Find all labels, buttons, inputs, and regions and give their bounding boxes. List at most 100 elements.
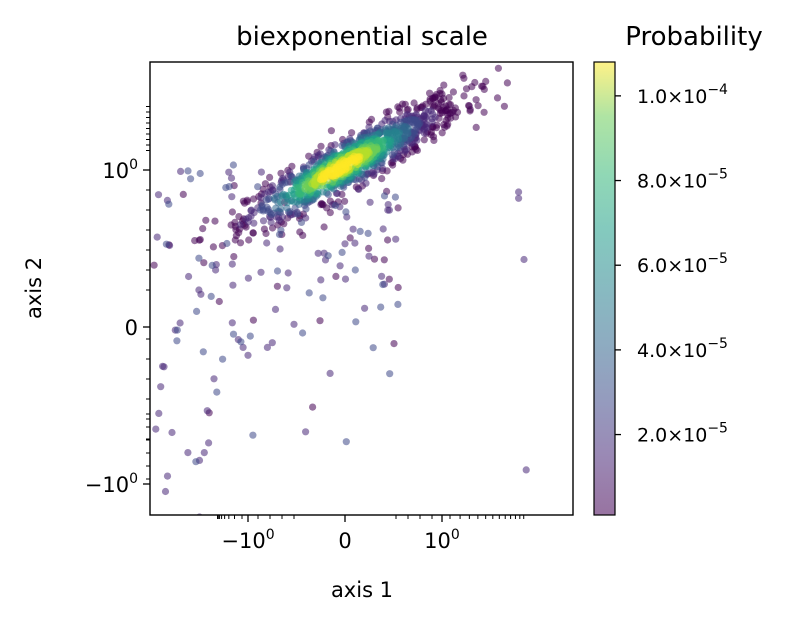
scatter-point: [630, 143, 637, 150]
scatter-point: [682, 124, 689, 131]
scatter-point: [356, 227, 364, 235]
scatter-point: [643, 121, 650, 128]
scatter-point: [162, 240, 170, 248]
scatter-point: [671, 73, 678, 80]
scatter-point: [645, 113, 652, 120]
scatter-point: [664, 114, 671, 121]
scatter-point: [305, 289, 313, 297]
scatter-point: [297, 218, 306, 226]
scatter-point: [645, 146, 652, 153]
scatter-point: [642, 113, 649, 120]
scatter-point: [655, 112, 662, 119]
scatter-point: [236, 221, 244, 229]
scatter-point: [652, 114, 659, 121]
scatter-point: [624, 79, 631, 86]
scatter-point: [520, 255, 528, 264]
scatter-point: [645, 71, 652, 78]
scatter-point: [670, 121, 677, 128]
scatter-point: [656, 59, 663, 66]
scatter-point: [342, 208, 350, 216]
scatter-point: [638, 111, 645, 118]
scatter-point: [651, 112, 658, 119]
scatter-point: [675, 119, 682, 126]
scatter-point: [215, 297, 223, 306]
scatter-point: [494, 64, 502, 72]
scatter-point: [629, 94, 636, 101]
scatter-point: [648, 67, 655, 74]
scatter-point: [636, 125, 643, 132]
scatter-point: [636, 144, 643, 151]
scatter-point: [265, 206, 273, 214]
scatter-point: [641, 130, 648, 137]
scatter-point: [656, 139, 663, 146]
scatter-point: [667, 113, 674, 120]
scatter-point: [661, 77, 668, 84]
scatter-point: [629, 111, 636, 118]
scatter-point: [655, 120, 662, 127]
colorbar-label: Probability: [625, 22, 762, 52]
scatter-point: [364, 229, 372, 237]
scatter-point: [666, 136, 673, 143]
scatter-point: [309, 403, 317, 411]
scatter-point: [657, 74, 664, 81]
scatter-point: [669, 144, 676, 151]
scatter-point: [645, 133, 652, 140]
scatter-point: [351, 239, 359, 247]
scatter-point: [515, 194, 523, 202]
scatter-point: [379, 225, 387, 233]
scatter-point: [662, 122, 669, 129]
scatter-point: [243, 198, 251, 206]
scatter-point: [644, 121, 651, 128]
scatter-point: [639, 124, 646, 131]
scatter-point: [260, 225, 268, 233]
scatter-point: [472, 96, 480, 104]
scatter-point: [655, 148, 662, 155]
scatter-point: [257, 194, 265, 202]
scatter-point: [192, 458, 200, 466]
scatter-point: [200, 449, 208, 457]
scatter-point: [331, 201, 339, 210]
scatter-point: [628, 97, 635, 104]
scatter-point: [227, 174, 236, 182]
scatter-point: [638, 117, 645, 124]
scatter-point: [669, 111, 676, 118]
scatter-point: [649, 75, 656, 82]
scatter-point: [644, 124, 651, 131]
scatter-point: [639, 115, 646, 122]
scatter-point: [654, 68, 661, 75]
scatter-point: [635, 58, 642, 65]
scatter-point: [645, 119, 652, 126]
scatter-point: [426, 89, 434, 97]
scatter-point: [655, 112, 662, 119]
scatter-point: [346, 234, 354, 242]
scatter-point: [460, 74, 468, 82]
scatter-point: [378, 272, 386, 280]
scatter-point: [626, 66, 633, 73]
scatter-point: [658, 107, 665, 114]
scatter-point: [645, 118, 652, 125]
scatter-point: [628, 147, 635, 154]
scatter-point: [644, 140, 651, 147]
scatter-point: [641, 137, 648, 144]
scatter-point: [268, 224, 277, 232]
scatter-point: [647, 124, 654, 131]
scatter-point: [377, 303, 385, 311]
scatter-point: [657, 108, 664, 115]
scatter-point: [616, 112, 623, 119]
scatter-point: [651, 134, 658, 141]
scatter-point: [283, 204, 291, 212]
scatter-point: [394, 283, 402, 292]
scatter-point: [622, 94, 629, 101]
scatter-point: [355, 185, 363, 193]
scatter-point: [465, 102, 473, 110]
scatter-point: [652, 75, 659, 82]
scatter-point: [385, 107, 393, 115]
scatter-point: [165, 200, 173, 208]
scatter-point: [645, 142, 652, 149]
scatter-point: [657, 110, 664, 117]
scatter-point: [632, 136, 639, 143]
scatter-point: [646, 77, 653, 84]
scatter-point: [641, 122, 648, 129]
scatter-point: [644, 75, 651, 82]
